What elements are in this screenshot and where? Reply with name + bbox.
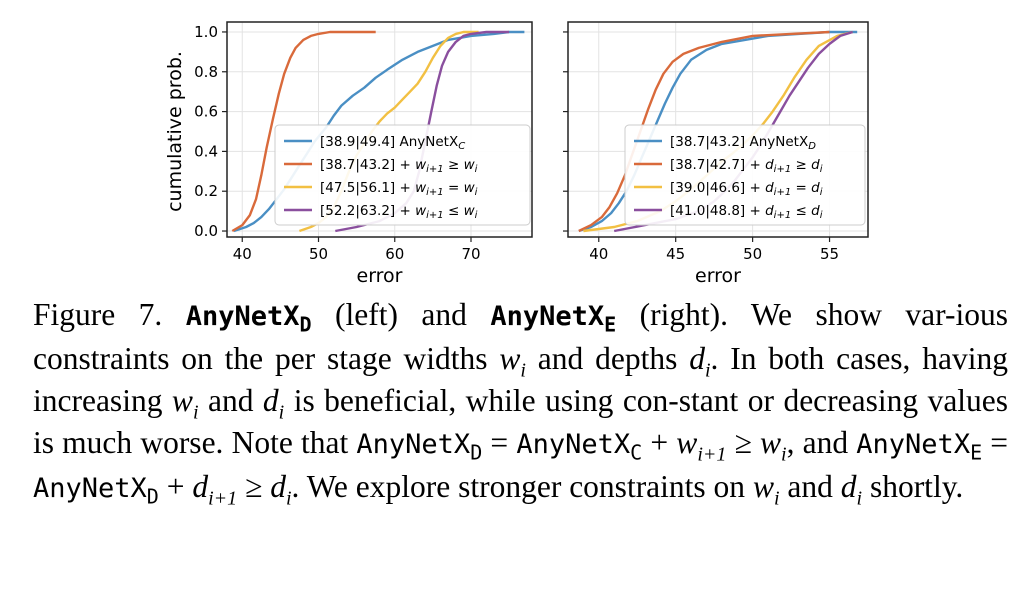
x-axis-label: error — [695, 265, 741, 287]
y-tick-label: 1.0 — [194, 23, 218, 41]
legend-label-3: [47.5|56.1] + wi+1 = wi — [320, 180, 478, 198]
series-line-2 — [231, 30, 376, 233]
legend-label-1: [38.9|49.4] AnyNetXC — [320, 134, 465, 152]
caption-equals: = — [990, 425, 1009, 460]
x-tick-label: 50 — [309, 245, 328, 263]
caption-left-model-name: AnyNetXD — [185, 301, 312, 337]
math-w-i: wi — [499, 341, 526, 382]
x-tick-label: 40 — [589, 245, 608, 263]
caption-plus: + — [166, 469, 185, 504]
caption-text-5: and — [207, 383, 254, 418]
math-w-inequality: wi+1 ≥ wi — [676, 425, 787, 466]
y-tick-label: 0.0 — [194, 222, 218, 240]
legend-label-4: [41.0|48.8] + di+1 ≤ di — [670, 203, 823, 221]
legend-label-2: [38.7|43.2] + wi+1 ≥ wi — [320, 157, 478, 175]
y-tick-label: 0.8 — [194, 63, 218, 81]
caption-text-8: . We explore stronger constraints on — [291, 469, 746, 504]
series-line-2 — [578, 30, 830, 233]
caption-text-7: , and — [786, 425, 849, 460]
caption-model-d: AnyNetXD — [356, 429, 483, 465]
caption-text-6: is beneficial, while using con-stant or … — [33, 383, 1009, 460]
caption-right-model-name: AnyNetXE — [490, 301, 617, 337]
x-tick-label: 55 — [820, 245, 839, 263]
x-tick-label: 50 — [743, 245, 762, 263]
legend-label-2: [38.7|42.7] + di+1 ≥ di — [670, 157, 823, 175]
figure: 40 50 60 70 0.0 0.2 0.4 0.6 0.8 1.0 error cumulativ… — [164, 21, 869, 287]
x-tick-label: 60 — [385, 245, 404, 263]
legend-box — [274, 124, 531, 226]
x-tick-label: 45 — [666, 245, 685, 263]
math-w-i: wi — [171, 383, 199, 424]
y-tick-label: 0.2 — [194, 182, 218, 200]
plot-frame — [226, 21, 533, 238]
caption-model-e: AnyNetXE — [856, 429, 983, 465]
math-d-i: di — [840, 469, 863, 510]
caption-plus: + — [650, 425, 669, 460]
math-d-inequality: di+1 ≥ di — [192, 469, 292, 510]
y-tick-label: 0.4 — [194, 142, 218, 160]
caption-model-d: AnyNetXD — [33, 473, 159, 509]
math-d-i: di — [262, 383, 285, 424]
caption-model-c: AnyNetXC — [516, 429, 643, 465]
y-axis-label: cumulative prob. — [164, 51, 186, 212]
math-w-i: wi — [752, 469, 780, 510]
legend-box — [624, 124, 866, 226]
right-chart-panel: 40 45 50 55 error [38.7|43.2] AnyNetXD [38.7|4… — [563, 21, 869, 287]
legend-label-1: [38.7|43.2] AnyNetXD — [670, 134, 816, 152]
caption-text-2: (right). We show var-ious constraints on… — [33, 297, 1008, 376]
figure-caption: Figure 7. AnyNetXD (left) and AnyNetXE (… — [33, 294, 1008, 510]
caption-text-9: and — [787, 469, 833, 504]
legend-label-3: [39.0|46.6] + di+1 = di — [670, 180, 823, 198]
legend-label-4: [52.2|63.2] + wi+1 ≤ wi — [320, 203, 478, 221]
caption-text-3: and depths — [537, 341, 678, 376]
caption-text-10: shortly. — [869, 469, 964, 504]
y-tick-label: 0.6 — [194, 103, 218, 121]
x-tick-label: 70 — [461, 245, 480, 263]
left-chart-panel: 40 50 60 70 0.0 0.2 0.4 0.6 0.8 1.0 error cumulativ… — [164, 21, 533, 287]
caption-text-4: . In both cases, having increasing — [33, 341, 1008, 418]
caption-fig-label: Figure 7. — [33, 297, 163, 332]
x-axis-label: error — [357, 265, 403, 287]
caption-equals: = — [490, 425, 509, 460]
series-line-1 — [578, 30, 858, 233]
plot-frame — [567, 21, 869, 238]
x-tick-label: 40 — [233, 245, 252, 263]
caption-text-1: (left) and — [335, 297, 467, 332]
math-d-i: di — [689, 341, 711, 382]
